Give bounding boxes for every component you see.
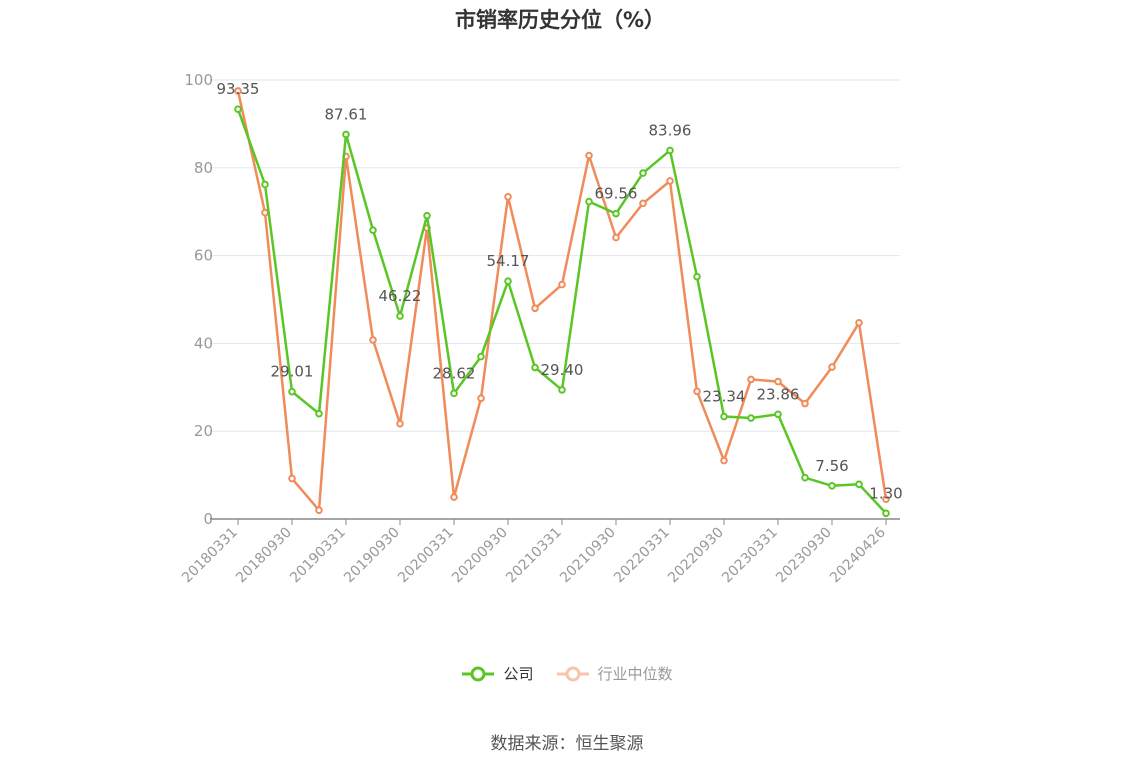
- data-point-industry-median: [504, 192, 512, 201]
- data-label: 7.56: [815, 457, 848, 475]
- data-point-company: [612, 209, 620, 218]
- data-source: 数据来源：恒生聚源: [490, 734, 644, 754]
- legend-industry-icon: [556, 666, 589, 681]
- y-tick-label: 60: [194, 247, 213, 265]
- data-point-industry-median: [693, 387, 701, 396]
- data-label: 1.30: [869, 484, 902, 502]
- data-point-industry-median: [855, 318, 863, 327]
- data-point-company: [801, 473, 809, 482]
- data-point-company: [666, 146, 674, 155]
- data-point-company: [369, 226, 377, 234]
- data-point-industry-median: [747, 375, 755, 384]
- line-chart: 0 20 40 60 80 100 201803312018093020190331201…: [179, 71, 903, 587]
- x-tick-label: 20240426: [827, 524, 889, 586]
- data-point-industry-median: [396, 419, 404, 428]
- data-point-industry-median: [774, 377, 782, 386]
- x-tick-label: 20200331: [395, 525, 457, 587]
- x-tick-label: 20210930: [557, 525, 619, 587]
- x-axis: 2018033120180930201903312019093020200331…: [179, 518, 900, 587]
- data-point-industry-median: [369, 336, 377, 344]
- data-point-industry-median: [882, 495, 890, 504]
- x-tick-label: 20190930: [341, 525, 403, 587]
- data-point-company: [855, 480, 863, 489]
- data-point-company: [720, 412, 728, 421]
- data-point-industry-median: [666, 177, 674, 185]
- data-point-industry-median: [558, 280, 566, 289]
- legend: 公司 行业中位数: [0, 663, 1134, 684]
- data-label: 28.62: [433, 364, 476, 382]
- y-tick-label: 0: [203, 510, 213, 528]
- y-axis: 0 20 40 60 80 100: [184, 71, 213, 528]
- y-tick-label: 20: [194, 422, 213, 440]
- chart-title: 市销率历史分位（%）: [454, 8, 666, 32]
- legend-item-company[interactable]: 公司: [461, 663, 534, 684]
- y-tick-label: 40: [194, 334, 213, 352]
- data-point-industry-median: [639, 199, 647, 208]
- legend-company-label: 公司: [503, 665, 534, 683]
- data-point-company: [828, 482, 836, 490]
- data-labels: 93.35 29.01 87.61 46.22 28.62 54.17 29.40 69.56…: [217, 80, 903, 502]
- x-tick-label: 20230331: [719, 525, 781, 587]
- y-tick-label: 100: [184, 71, 213, 89]
- data-point-company: [234, 105, 242, 113]
- legend-company-icon: [462, 666, 495, 681]
- data-label: 29.40: [541, 361, 584, 379]
- data-point-industry-median: [477, 394, 485, 403]
- data-point-company: [423, 211, 431, 220]
- data-point-company: [693, 272, 701, 281]
- data-point-company: [315, 409, 323, 418]
- data-point-company: [639, 169, 647, 177]
- data-point-company: [477, 352, 485, 361]
- data-label: 87.61: [325, 105, 368, 123]
- data-point-industry-median: [801, 399, 809, 408]
- data-point-company: [882, 509, 890, 518]
- legend-item-industry-median[interactable]: 行业中位数: [556, 663, 673, 684]
- data-label: 54.17: [487, 252, 530, 270]
- data-point-company: [558, 386, 566, 394]
- data-point-company: [774, 410, 782, 419]
- data-point-company: [450, 389, 458, 398]
- data-label: 69.56: [595, 185, 638, 203]
- y-tick-label: 80: [194, 159, 213, 177]
- series-group: [234, 87, 890, 518]
- data-point-company: [585, 197, 593, 206]
- x-tick-label: 20190331: [287, 525, 349, 587]
- data-label: 23.34: [703, 388, 746, 406]
- data-point-industry-median: [315, 506, 323, 515]
- data-label: 23.86: [757, 385, 800, 403]
- data-label: 93.35: [217, 80, 260, 98]
- series-line-industry-median: [236, 90, 888, 512]
- data-label: 46.22: [379, 287, 422, 305]
- legend-industry-label: 行业中位数: [597, 665, 673, 683]
- x-tick-label: 20220331: [611, 525, 673, 587]
- data-label: 83.96: [649, 121, 692, 139]
- data-point-industry-median: [261, 208, 269, 217]
- x-tick-label: 20210331: [503, 525, 565, 587]
- data-point-industry-median: [234, 87, 242, 95]
- x-tick-label: 20220930: [665, 525, 727, 587]
- data-point-industry-median: [288, 474, 296, 483]
- data-point-company: [342, 130, 350, 139]
- data-point-company: [261, 180, 269, 189]
- data-point-company: [747, 414, 755, 422]
- data-point-industry-median: [612, 233, 620, 242]
- data-point-industry-median: [531, 304, 539, 313]
- data-point-company: [531, 363, 539, 372]
- data-point-industry-median: [585, 151, 593, 160]
- x-tick-label: 20180930: [233, 525, 295, 587]
- data-point-company: [504, 277, 512, 285]
- data-point-industry-median: [828, 363, 836, 371]
- x-tick-label: 20230930: [773, 525, 835, 587]
- x-tick-label: 20180331: [179, 525, 241, 587]
- x-tick-label: 20200930: [449, 525, 511, 587]
- data-point-industry-median: [720, 456, 728, 465]
- data-point-company: [396, 312, 404, 320]
- data-point-industry-median: [450, 493, 458, 501]
- data-label: 29.01: [271, 363, 314, 381]
- data-point-company: [288, 387, 296, 396]
